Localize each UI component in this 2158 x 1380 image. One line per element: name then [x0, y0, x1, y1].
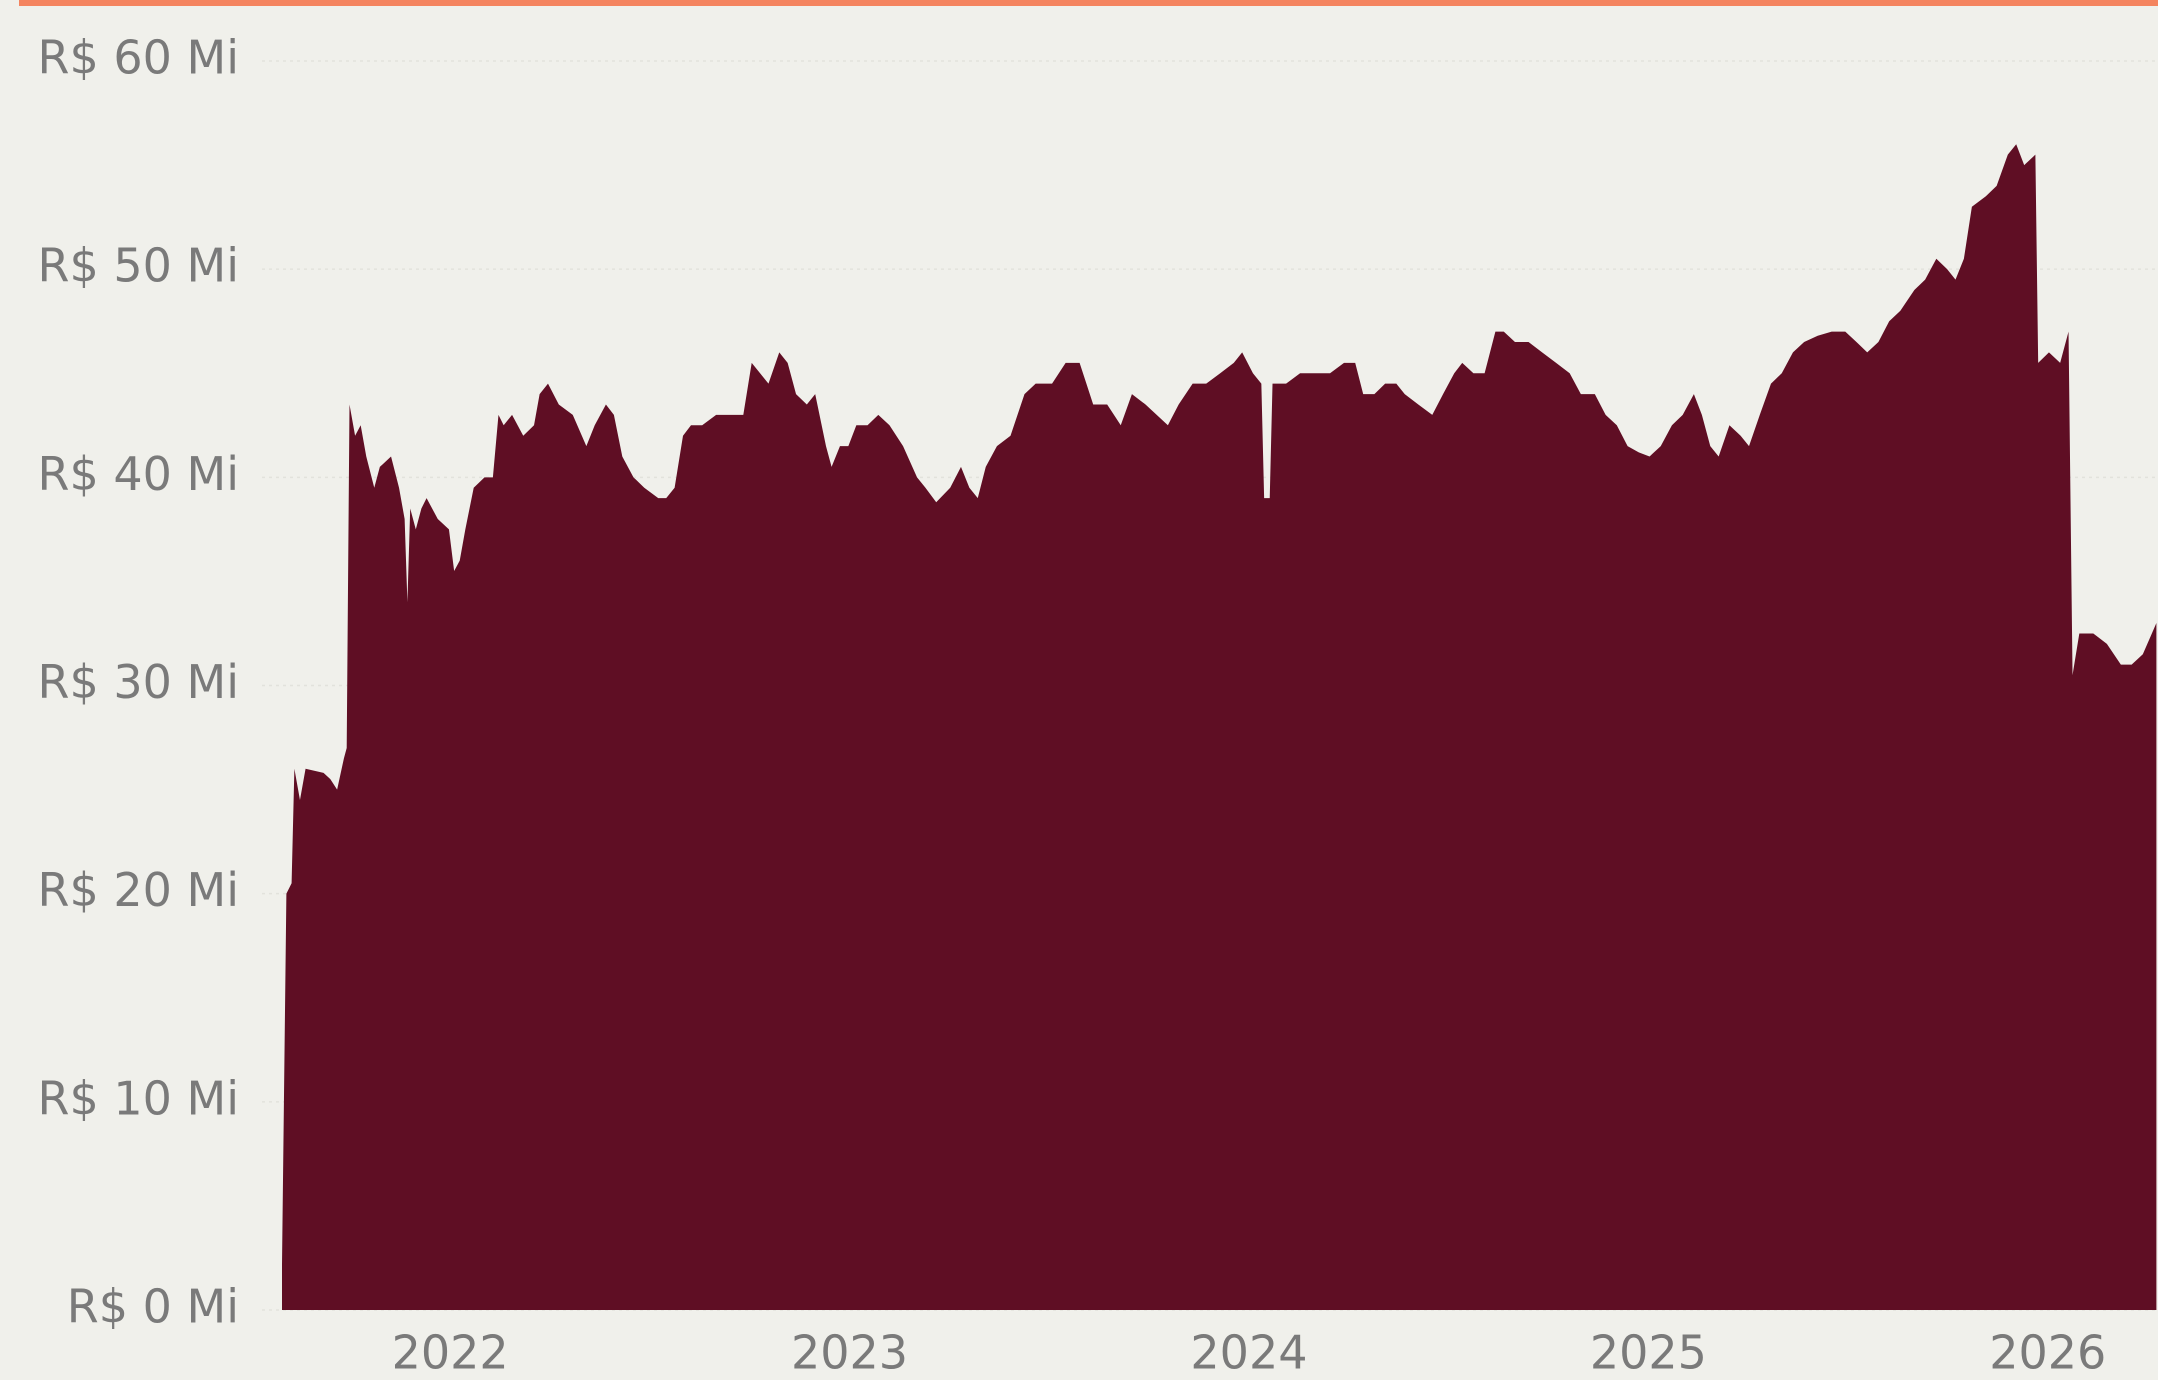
y-tick-label: R$ 50 Mi — [38, 239, 239, 293]
axes: R$ 0 Mi R$ 10 Mi R$ 20 Mi R$ 30 Mi R$ 40 Mi R… — [38, 31, 2107, 1380]
x-tick-label: 2024 — [1190, 1326, 1307, 1380]
plot-area — [282, 144, 2157, 1310]
y-tick-label: R$ 20 Mi — [38, 863, 239, 917]
y-tick-label: R$ 0 Mi — [67, 1280, 239, 1334]
x-tick-label: 2023 — [791, 1326, 908, 1380]
area — [282, 144, 2157, 1310]
x-tick-label: 2025 — [1590, 1326, 1707, 1380]
y-tick-label: R$ 30 Mi — [38, 655, 239, 709]
y-tick-label: R$ 40 Mi — [38, 447, 239, 501]
y-tick-label: R$ 60 Mi — [38, 31, 239, 85]
top-accent-bar — [19, 0, 2158, 6]
y-tick-label: R$ 10 Mi — [38, 1071, 239, 1125]
x-tick-label: 2026 — [1989, 1326, 2106, 1380]
x-tick-label: 2022 — [392, 1326, 509, 1380]
